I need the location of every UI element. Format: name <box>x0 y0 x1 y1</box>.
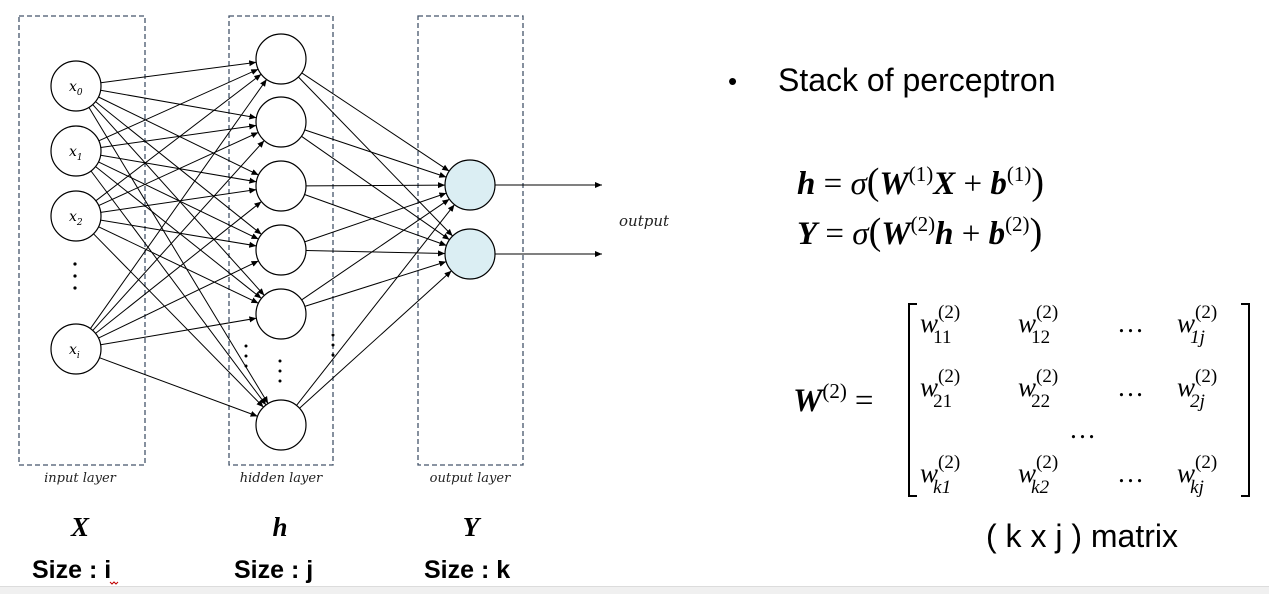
hidden-layer-label: hidden layer <box>240 471 323 486</box>
connection-edge <box>100 316 257 346</box>
connection-edge <box>304 260 447 307</box>
svg-text:xi: xi <box>69 342 80 361</box>
connection-edge <box>305 182 446 189</box>
input-node-x0: x0 <box>50 60 102 112</box>
matrix-left-bracket <box>908 303 917 497</box>
svg-text:x0: x0 <box>69 79 83 98</box>
matrix-entry: w(2) 2j <box>1177 366 1217 412</box>
hidden-node <box>255 33 307 85</box>
hidden-node <box>255 160 307 212</box>
output-layer-box <box>417 15 524 466</box>
connection-edge <box>98 131 259 207</box>
bottom-status-strip <box>0 586 1269 594</box>
output-node <box>444 228 496 280</box>
matrix-caption: ( k x j ) matrix <box>986 518 1178 554</box>
equation-output: Y = σ(W(2)h + b(2)) <box>797 211 1042 253</box>
connection-edge <box>304 129 447 178</box>
equation-hidden: h = σ(W(1)X + b(1)) <box>797 161 1044 203</box>
connection-edge <box>298 76 453 237</box>
connection-edge <box>99 357 258 417</box>
variable-h-symbol: h <box>272 512 287 542</box>
size-label-y: Size : k <box>424 556 510 584</box>
matrix-entry: w(2) k1 <box>920 452 960 498</box>
matrix-entry: w(2) k2 <box>1018 452 1058 498</box>
connection-edge <box>98 68 259 142</box>
hidden-output-connections <box>296 72 455 409</box>
matrix-entry: w(2) kj <box>1177 452 1217 498</box>
connection-edge <box>100 219 257 248</box>
connection-edge <box>93 233 264 408</box>
hidden-nodes <box>255 33 307 451</box>
variable-x-symbol: X <box>70 512 90 542</box>
matrix-row-3: w(2) k1 w(2) k2 … w(2) kj <box>920 452 1217 498</box>
matrix-ellipsis: … <box>1117 308 1144 338</box>
connection-edge <box>98 226 259 304</box>
bullet-marker: • <box>728 66 737 96</box>
hidden-node <box>255 224 307 276</box>
connection-edge <box>90 170 267 406</box>
connection-edge <box>301 72 450 172</box>
matrix-row-1: w(2) 11 w(2) 12 … w(2) 1j <box>920 302 1217 348</box>
output-node <box>444 159 496 211</box>
output-arrows <box>495 182 602 257</box>
connection-edge <box>301 198 450 301</box>
connection-edge <box>304 192 447 243</box>
connection-edge <box>301 135 450 241</box>
matrix-row-2: w(2) 21 w(2) 22 … w(2) 2j <box>920 366 1217 412</box>
connection-edge <box>95 201 262 334</box>
matrix-entry: w(2) 21 <box>920 366 960 412</box>
matrix-ellipsis: … <box>1117 458 1144 488</box>
connection-edge <box>100 89 257 120</box>
hidden-ellipsis-dots <box>244 333 335 383</box>
hidden-node <box>255 96 307 148</box>
variable-y-symbol: Y <box>463 512 482 542</box>
output-layer-label: output layer <box>430 471 511 486</box>
connection-edge <box>304 194 447 246</box>
output-text: output <box>619 212 670 230</box>
connection-edge <box>305 250 446 257</box>
svg-text:x1: x1 <box>69 144 83 163</box>
connection-edge <box>98 260 259 339</box>
connection-edge <box>100 187 257 213</box>
matrix-ellipsis: … <box>1117 372 1144 402</box>
bullet-text: Stack of perceptron <box>778 62 1055 98</box>
matrix-entry: w(2) 12 <box>1018 302 1058 348</box>
connection-edge <box>100 60 257 84</box>
spellcheck-underline <box>109 581 119 585</box>
hidden-node <box>255 288 307 340</box>
size-label-x: Size : i <box>32 556 111 584</box>
connection-edge <box>95 73 262 202</box>
matrix-entry: w(2) 11 <box>920 302 960 348</box>
size-label-h: Size : j <box>234 556 313 584</box>
matrix-middle-ellipsis: … <box>1069 414 1096 444</box>
matrix-lhs: W(2) = <box>793 379 873 419</box>
connection-edge <box>100 123 257 148</box>
connection-edge <box>296 204 455 406</box>
input-node-x2: x2 <box>50 190 102 242</box>
hidden-node <box>255 399 307 451</box>
input-node-x1: x1 <box>50 125 102 177</box>
matrix-entry: w(2) 1j <box>1177 302 1217 348</box>
input-layer-label: input layer <box>44 471 117 486</box>
connection-edge <box>299 270 452 409</box>
input-node-xi: xi <box>50 323 102 375</box>
output-nodes <box>444 159 496 280</box>
svg-text:x2: x2 <box>69 209 83 228</box>
matrix-entry: w(2) 22 <box>1018 366 1058 412</box>
hidden-layer-box <box>228 15 334 466</box>
matrix-right-bracket <box>1241 303 1250 497</box>
connection-edge <box>92 140 265 331</box>
input-hidden-connections <box>88 60 269 417</box>
connection-edge <box>88 107 269 404</box>
connection-edge <box>89 79 268 329</box>
input-ellipsis-dots <box>73 262 77 290</box>
